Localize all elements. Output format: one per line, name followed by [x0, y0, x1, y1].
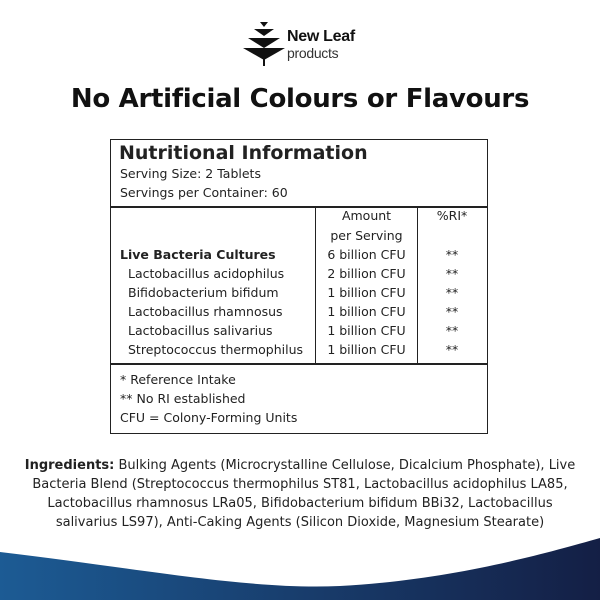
- row-amount: 1 billion CFU: [327, 304, 406, 319]
- row-ri: **: [445, 266, 459, 281]
- servings-per-container: Servings per Container: 60: [120, 185, 288, 200]
- footnote: CFU = Colony-Forming Units: [120, 410, 298, 425]
- row-name: Live Bacteria Cultures: [120, 247, 276, 262]
- divider: [110, 363, 488, 365]
- row-name: Lactobacillus salivarius: [128, 323, 273, 338]
- ingredients-label: Ingredients:: [24, 458, 115, 473]
- footnote: ** No RI established: [120, 391, 246, 406]
- row-ri: **: [445, 247, 459, 262]
- row-ri: **: [445, 342, 459, 357]
- brand-name: New Leaf: [287, 28, 355, 45]
- row-name: Lactobacillus acidophilus: [128, 266, 285, 281]
- row-name: Streptococcus thermophilus: [128, 342, 304, 357]
- footnote: * Reference Intake: [120, 372, 236, 387]
- decorative-wave: [0, 538, 600, 600]
- column-divider: [315, 206, 317, 363]
- leaf-tree-logo-icon: [243, 22, 285, 66]
- brand-subtitle: products: [287, 45, 339, 61]
- row-ri: **: [445, 304, 459, 319]
- row-name: Lactobacillus rhamnosus: [128, 304, 283, 319]
- row-name: Bifidobacterium bifidum: [128, 285, 279, 300]
- row-amount: 1 billion CFU: [327, 323, 406, 338]
- col-header-amount-2: per Serving: [330, 228, 403, 243]
- row-amount: 1 billion CFU: [327, 342, 406, 357]
- serving-size: Serving Size: 2 Tablets: [120, 166, 261, 181]
- nutrition-title: Nutritional Information: [119, 142, 368, 164]
- col-header-amount: Amount: [341, 208, 392, 223]
- ingredients: Ingredients: Bulking Agents (Microcrysta…: [20, 456, 580, 532]
- ingredients-text: Bulking Agents (Microcrystalline Cellulo…: [32, 458, 576, 530]
- row-amount: 2 billion CFU: [327, 266, 406, 281]
- headline: No Artificial Colours or Flavours: [70, 84, 530, 114]
- nutrition-table: [110, 139, 488, 434]
- col-header-ri: %RI*: [436, 208, 468, 223]
- row-ri: **: [445, 323, 459, 338]
- divider: [110, 206, 488, 208]
- row-amount: 1 billion CFU: [327, 285, 406, 300]
- row-ri: **: [445, 285, 459, 300]
- row-amount: 6 billion CFU: [327, 247, 406, 262]
- column-divider: [417, 206, 419, 363]
